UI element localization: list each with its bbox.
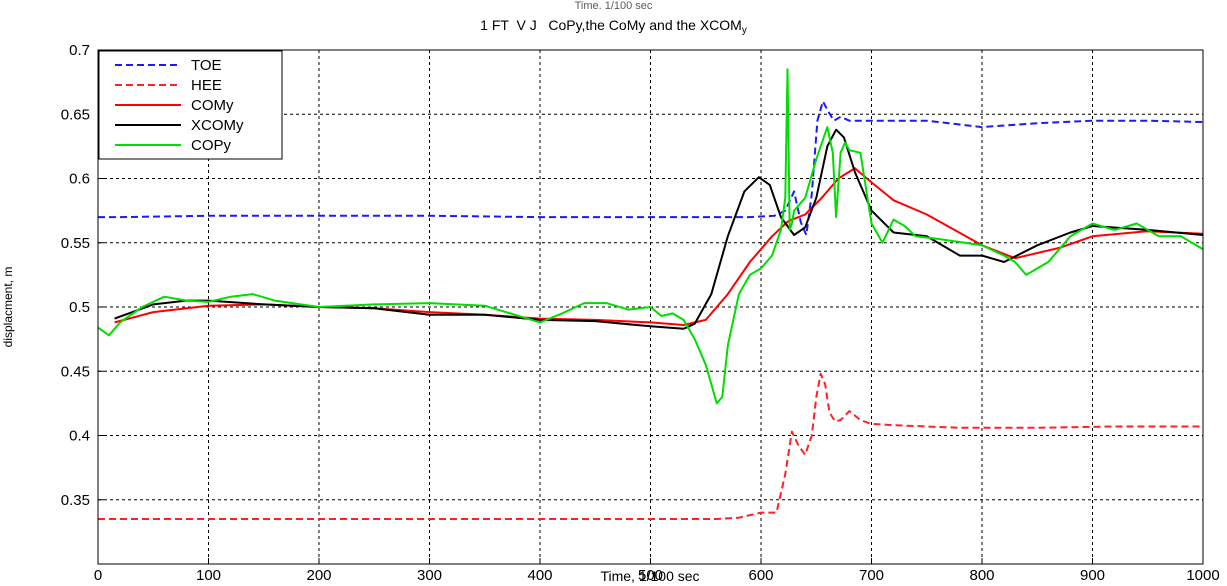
y-tick-label: 0.45 (61, 363, 90, 380)
x-tick-label: 0 (94, 567, 102, 584)
chart-title: 1 FT V J CoPy,the CoMy and the XCOMy (0, 16, 1227, 36)
x-axis-label: Time, 1/100 sec (600, 568, 699, 584)
legend-label-comy: COMy (191, 97, 234, 114)
x-tick-label: 700 (859, 567, 884, 584)
y-tick-label: 0.7 (69, 42, 90, 59)
x-tick-label: 1000 (1186, 567, 1219, 584)
y-axis-label: displacment, m (1, 267, 15, 348)
top-cropped-label: Time, 1/100 sec (574, 0, 653, 9)
x-tick-label: 600 (748, 567, 773, 584)
series-line-hee (98, 372, 1203, 520)
y-tick-label: 0.35 (61, 492, 90, 509)
y-tick-label: 0.4 (69, 428, 90, 445)
x-tick-label: 300 (417, 567, 442, 584)
chart-title-subscript: y (741, 25, 747, 36)
series-group (97, 68, 1204, 520)
legend-label-xcomy: XCOMy (191, 117, 244, 134)
legend-label-hee: HEE (191, 77, 222, 94)
legend: TOE HEE COMy XCOMy COPy (98, 50, 283, 160)
x-tick-label: 200 (306, 567, 331, 584)
x-tick-label: 800 (969, 567, 994, 584)
axis-ticks: 0 100 200 300 400 500 600 700 800 900 1000 0.35 0.4 0… (61, 42, 1220, 584)
series-line-copy (97, 68, 1204, 405)
series-line-toe (98, 100, 1204, 236)
y-tick-label: 0.55 (61, 235, 90, 252)
legend-label-toe: TOE (191, 57, 222, 74)
y-tick-label: 0.6 (69, 171, 90, 188)
legend-label-copy: COPy (191, 137, 232, 154)
x-tick-label: 500 (638, 567, 663, 584)
x-tick-label: 900 (1080, 567, 1105, 584)
y-tick-label: 0.65 (61, 106, 90, 123)
chart-title-text: 1 FT V J CoPy,the CoMy and the XCOM (480, 17, 742, 33)
y-tick-label: 0.5 (69, 299, 90, 316)
x-tick-label: 400 (527, 567, 552, 584)
x-tick-label: 100 (196, 567, 221, 584)
series-line-xcomy (114, 128, 1204, 330)
